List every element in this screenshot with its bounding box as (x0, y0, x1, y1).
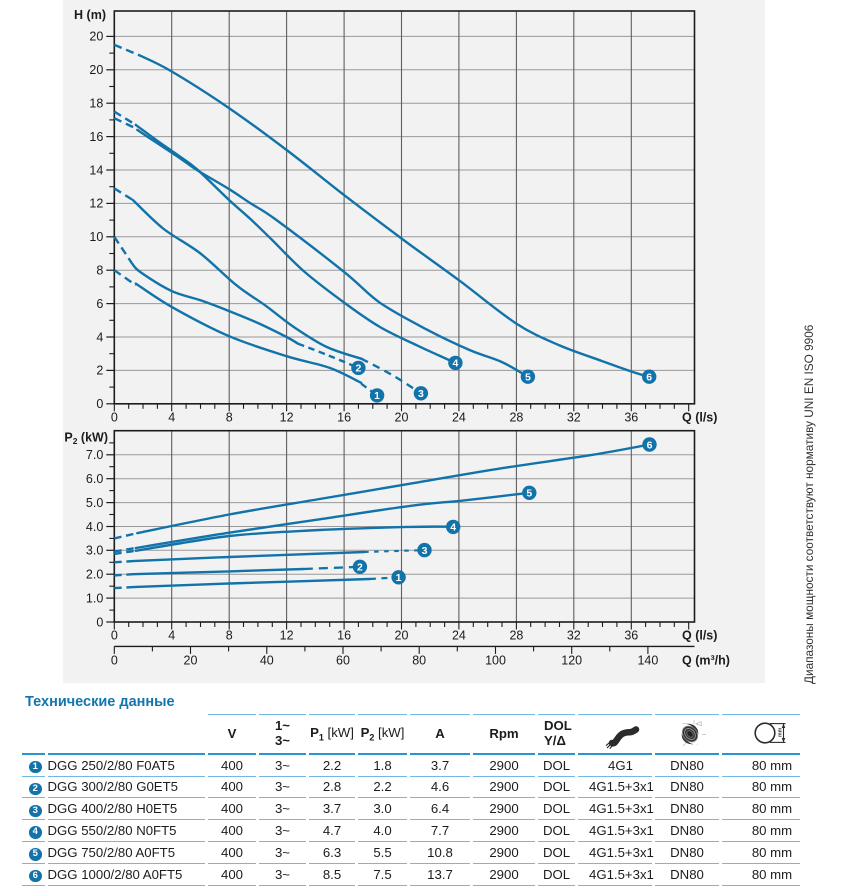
svg-text:20: 20 (395, 629, 409, 643)
svg-text:5: 5 (525, 372, 531, 384)
svg-text:6: 6 (96, 297, 103, 311)
svg-text:6: 6 (646, 372, 652, 384)
svg-text:2: 2 (357, 562, 363, 574)
svg-text:12: 12 (280, 410, 294, 424)
svg-text:Q (m³/h): Q (m³/h) (682, 653, 730, 667)
svg-text:5: 5 (526, 488, 532, 500)
svg-text:36: 36 (624, 629, 638, 643)
svg-text:4.0: 4.0 (86, 520, 103, 534)
svg-text:0: 0 (111, 410, 118, 424)
svg-text:20: 20 (184, 653, 198, 667)
svg-text:100: 100 (485, 653, 506, 667)
svg-text:28: 28 (509, 410, 523, 424)
svg-text:8: 8 (226, 410, 233, 424)
svg-text:16: 16 (89, 130, 103, 144)
svg-text:4: 4 (450, 522, 456, 534)
svg-text:20: 20 (89, 30, 103, 44)
svg-text:2: 2 (355, 363, 361, 375)
svg-text:18: 18 (89, 97, 103, 111)
svg-text:32: 32 (567, 410, 581, 424)
svg-text:4: 4 (168, 410, 175, 424)
svg-text:3: 3 (422, 545, 428, 557)
svg-text:20: 20 (395, 410, 409, 424)
svg-text:4: 4 (452, 358, 458, 370)
svg-text:8: 8 (96, 264, 103, 278)
svg-text:10: 10 (89, 230, 103, 244)
svg-text:24: 24 (452, 629, 466, 643)
svg-text:3.0: 3.0 (86, 544, 103, 558)
svg-text:4: 4 (168, 629, 175, 643)
svg-text:Q (l/s): Q (l/s) (682, 410, 717, 424)
svg-text:1: 1 (396, 572, 402, 584)
svg-text:40: 40 (260, 653, 274, 667)
svg-text:H (m): H (m) (74, 8, 106, 22)
svg-text:8: 8 (226, 629, 233, 643)
svg-text:6.0: 6.0 (86, 472, 103, 486)
svg-text:28: 28 (509, 629, 523, 643)
svg-text:12: 12 (280, 629, 294, 643)
svg-text:1.0: 1.0 (86, 591, 103, 605)
svg-text:36: 36 (624, 410, 638, 424)
svg-text:2.0: 2.0 (86, 568, 103, 582)
svg-text:0: 0 (96, 615, 103, 629)
svg-text:20: 20 (89, 63, 103, 77)
svg-text:6: 6 (647, 439, 653, 451)
svg-text:1: 1 (374, 390, 380, 402)
svg-text:7.0: 7.0 (86, 448, 103, 462)
svg-text:4: 4 (96, 330, 103, 344)
svg-text:2: 2 (96, 364, 103, 378)
svg-text:3: 3 (418, 388, 424, 400)
svg-text:Q (l/s): Q (l/s) (682, 629, 717, 643)
svg-text:60: 60 (336, 653, 350, 667)
svg-text:16: 16 (337, 629, 351, 643)
svg-text:80: 80 (412, 653, 426, 667)
svg-text:5.0: 5.0 (86, 496, 103, 510)
svg-text:mm: mm (778, 727, 784, 737)
svg-text:12: 12 (89, 197, 103, 211)
svg-text:24: 24 (452, 410, 466, 424)
svg-text:0: 0 (111, 629, 118, 643)
svg-text:140: 140 (637, 653, 658, 667)
svg-text:0: 0 (111, 653, 118, 667)
svg-text:32: 32 (567, 629, 581, 643)
svg-text:P2 (kW): P2 (kW) (64, 431, 108, 447)
svg-text:16: 16 (337, 410, 351, 424)
svg-text:120: 120 (561, 653, 582, 667)
svg-text:14: 14 (89, 163, 103, 177)
svg-text:0: 0 (96, 397, 103, 411)
